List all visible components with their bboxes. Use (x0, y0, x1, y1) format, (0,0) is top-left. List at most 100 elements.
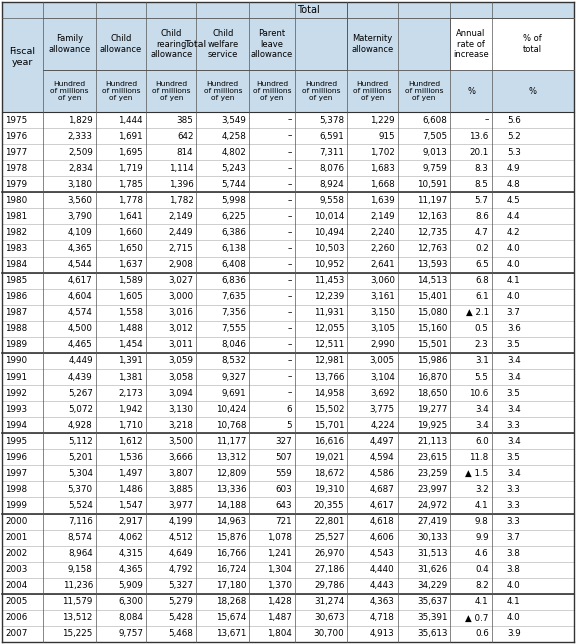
Text: 15,160: 15,160 (417, 325, 448, 334)
Text: 3.3: 3.3 (507, 421, 521, 430)
Bar (43, 18, 347, 70)
Text: 4.0: 4.0 (507, 260, 521, 269)
Text: Maternity
allowance: Maternity allowance (351, 34, 394, 53)
Text: 2004: 2004 (5, 582, 27, 591)
Text: 1980: 1980 (5, 196, 27, 205)
Text: 5,468: 5,468 (169, 629, 194, 638)
Text: 1,536: 1,536 (118, 453, 143, 462)
Text: 7,505: 7,505 (422, 131, 448, 140)
Text: –: – (287, 356, 292, 365)
Text: 4.7: 4.7 (475, 228, 488, 237)
Text: Child
rearing
allowance: Child rearing allowance (150, 29, 192, 59)
Text: 2001: 2001 (5, 533, 27, 542)
Text: 2,990: 2,990 (370, 341, 395, 350)
Text: 6.8: 6.8 (475, 276, 488, 285)
Text: 10,952: 10,952 (314, 260, 344, 269)
Text: 8,084: 8,084 (118, 613, 143, 622)
Text: 10.6: 10.6 (469, 388, 488, 397)
Text: 26,970: 26,970 (314, 549, 344, 558)
Text: 18,650: 18,650 (417, 388, 448, 397)
Text: 4,497: 4,497 (370, 437, 395, 446)
Text: 4,363: 4,363 (370, 598, 395, 607)
Text: 4.1: 4.1 (507, 598, 521, 607)
Text: 3,692: 3,692 (370, 388, 395, 397)
Text: 3,885: 3,885 (168, 485, 194, 494)
Text: %: % (467, 86, 475, 95)
Text: 1,370: 1,370 (267, 582, 292, 591)
Text: 385: 385 (177, 115, 194, 124)
Text: 18,268: 18,268 (216, 598, 246, 607)
Text: 4,443: 4,443 (370, 582, 395, 591)
Text: 11.8: 11.8 (469, 453, 488, 462)
Text: 3.3: 3.3 (507, 485, 521, 494)
Text: 0.6: 0.6 (475, 629, 488, 638)
Text: 21,113: 21,113 (417, 437, 448, 446)
Text: –: – (287, 372, 292, 381)
Text: 5: 5 (286, 421, 292, 430)
Text: 2003: 2003 (5, 565, 28, 574)
Text: 2,240: 2,240 (370, 228, 395, 237)
Text: 1995: 1995 (5, 437, 27, 446)
Text: 29,786: 29,786 (314, 582, 344, 591)
Text: 721: 721 (275, 517, 292, 526)
Text: 2,449: 2,449 (169, 228, 194, 237)
Text: 12,981: 12,981 (314, 356, 344, 365)
Text: 1988: 1988 (5, 325, 27, 334)
Text: 3,180: 3,180 (68, 180, 93, 189)
Text: 1,804: 1,804 (267, 629, 292, 638)
Text: 9,757: 9,757 (118, 629, 143, 638)
Text: 2002: 2002 (5, 549, 27, 558)
Text: 7,555: 7,555 (221, 325, 246, 334)
Text: 8.2: 8.2 (475, 582, 488, 591)
Text: 3,000: 3,000 (168, 292, 194, 301)
Text: 1976: 1976 (5, 131, 27, 140)
Text: 0.4: 0.4 (475, 565, 488, 574)
Text: 4.2: 4.2 (507, 228, 521, 237)
Text: 1,589: 1,589 (118, 276, 143, 285)
Text: 1998: 1998 (5, 485, 27, 494)
Text: –: – (287, 341, 292, 350)
Text: ▲ 0.7: ▲ 0.7 (465, 613, 488, 622)
Text: –: – (287, 325, 292, 334)
Text: 3,549: 3,549 (221, 115, 246, 124)
Text: 1,612: 1,612 (119, 437, 143, 446)
Text: 507: 507 (275, 453, 292, 462)
Text: 11,236: 11,236 (63, 582, 93, 591)
Text: 25,527: 25,527 (314, 533, 344, 542)
Text: 19,310: 19,310 (314, 485, 344, 494)
Text: 8.5: 8.5 (475, 180, 488, 189)
Text: 34,229: 34,229 (417, 582, 448, 591)
Text: Hundred
of millions
of yen: Hundred of millions of yen (50, 81, 89, 101)
Text: 2,641: 2,641 (370, 260, 395, 269)
Text: 1,078: 1,078 (267, 533, 292, 542)
Text: 5,370: 5,370 (68, 485, 93, 494)
Text: 19,277: 19,277 (417, 404, 448, 413)
Text: 2,149: 2,149 (370, 212, 395, 221)
Text: 4,617: 4,617 (68, 276, 93, 285)
Text: 14,188: 14,188 (216, 501, 246, 510)
Text: 4,315: 4,315 (118, 549, 143, 558)
Text: Total: Total (184, 39, 206, 48)
Text: 5,072: 5,072 (68, 404, 93, 413)
Text: 4,718: 4,718 (370, 613, 395, 622)
Text: 3.4: 3.4 (475, 404, 488, 413)
Text: 1977: 1977 (5, 147, 27, 156)
Text: 14,513: 14,513 (417, 276, 448, 285)
Text: 20,355: 20,355 (314, 501, 344, 510)
Text: 14,963: 14,963 (216, 517, 246, 526)
Text: 12,163: 12,163 (417, 212, 448, 221)
Text: 4,594: 4,594 (370, 453, 395, 462)
Text: 1,660: 1,660 (119, 228, 143, 237)
Text: Hundred
of millions
of yen: Hundred of millions of yen (405, 81, 444, 101)
Text: 3.4: 3.4 (507, 356, 521, 365)
Text: 15,501: 15,501 (417, 341, 448, 350)
Text: 4.6: 4.6 (475, 549, 488, 558)
Text: 3,560: 3,560 (68, 196, 93, 205)
Text: 1,444: 1,444 (119, 115, 143, 124)
Text: Hundred
of millions
of yen: Hundred of millions of yen (253, 81, 291, 101)
Text: 6.5: 6.5 (475, 260, 488, 269)
Text: 1,668: 1,668 (370, 180, 395, 189)
Text: 35,637: 35,637 (417, 598, 448, 607)
Text: 1,785: 1,785 (118, 180, 143, 189)
Text: 3.5: 3.5 (507, 388, 521, 397)
